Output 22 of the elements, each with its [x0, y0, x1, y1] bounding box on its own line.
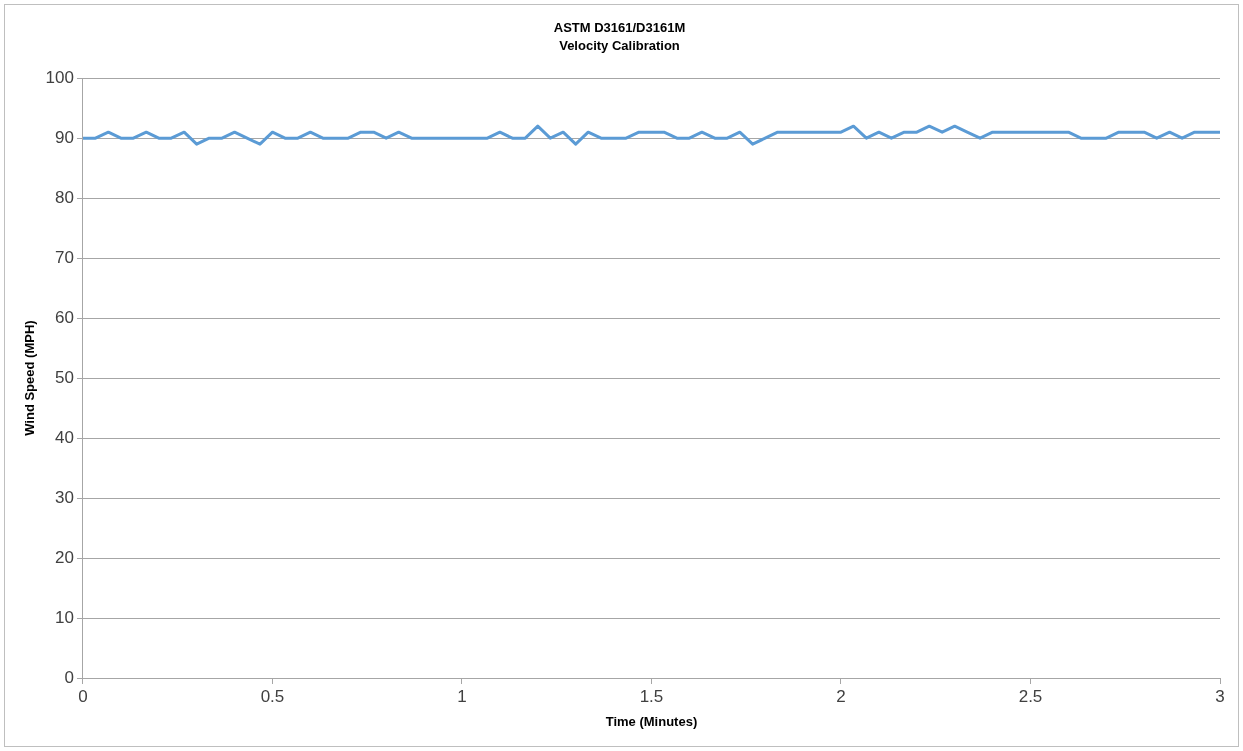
y-tick-label: 80 [55, 187, 74, 207]
x-tick-label: 0.5 [260, 686, 285, 706]
y-tick-label: 70 [55, 247, 74, 267]
x-tick-label: 2 [836, 686, 846, 706]
y-tick-label: 60 [55, 307, 74, 327]
y-tick-label: 90 [55, 127, 74, 147]
x-tick-label: 1 [457, 686, 467, 706]
x-tick-label: 2.5 [1018, 686, 1043, 706]
chart-title: ASTM D3161/D3161M [553, 20, 686, 36]
y-tick-label: 40 [55, 427, 74, 447]
y-tick-label: 30 [55, 487, 74, 507]
y-tick-label: 50 [55, 367, 74, 387]
y-tick-label: 10 [55, 607, 74, 627]
y-axis-title: Wind Speed (MPH) [22, 320, 38, 436]
y-tick-label: 100 [45, 67, 74, 87]
y-tick-label: 0 [64, 667, 74, 687]
chart-subtitle: Velocity Calibration [559, 37, 680, 53]
x-tick-label: 3 [1215, 686, 1225, 706]
x-axis-title: Time (Minutes) [605, 713, 698, 729]
x-tick-label: 0 [78, 686, 88, 706]
x-tick-label: 1.5 [639, 686, 664, 706]
y-tick-label: 20 [55, 547, 74, 567]
